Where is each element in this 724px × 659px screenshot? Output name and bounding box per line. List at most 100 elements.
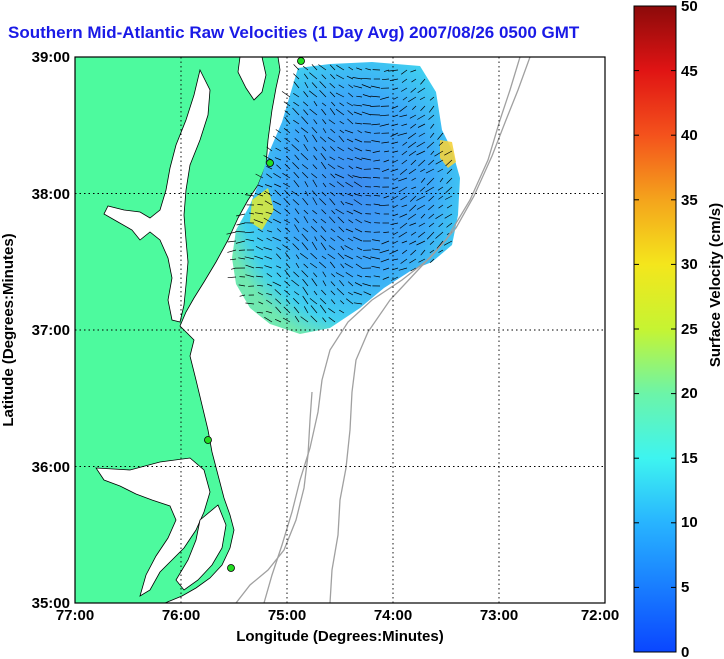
- velocity-vector: [336, 288, 345, 296]
- velocity-vector: [266, 146, 273, 152]
- velocity-vector: [284, 163, 291, 170]
- velocity-vector: [283, 101, 291, 107]
- velocity-vector: [361, 111, 372, 116]
- velocity-vector: [293, 119, 300, 125]
- velocity-vector: [284, 236, 291, 242]
- x-tick-label: 77:00: [56, 607, 94, 624]
- x-tick-label: 73:00: [480, 607, 518, 624]
- velocity-vector: [429, 249, 435, 254]
- velocity-vector: [322, 317, 327, 323]
- velocity-vector: [319, 298, 327, 305]
- velocity-vector: [382, 276, 390, 280]
- velocity-vector: [309, 72, 318, 80]
- velocity-vector: [428, 195, 435, 202]
- velocity-vector: [264, 200, 273, 206]
- velocity-vector: [357, 130, 363, 134]
- velocity-vector: [426, 177, 435, 186]
- velocity-vector: [438, 141, 444, 146]
- velocity-vector: [338, 135, 345, 143]
- velocity-vector: [374, 195, 381, 197]
- velocity-vector: [302, 286, 309, 296]
- velocity-vector: [401, 150, 408, 156]
- velocity-vector: [362, 255, 372, 260]
- velocity-vector: [318, 64, 327, 71]
- velocity-vector: [264, 265, 273, 269]
- velocity-vector: [347, 110, 354, 116]
- velocity-vector: [328, 308, 336, 314]
- velocity-vector: [301, 172, 309, 179]
- velocity-vector: [276, 272, 282, 278]
- velocity-vector: [398, 231, 408, 238]
- velocity-vector: [293, 73, 300, 80]
- velocity-vector: [429, 258, 435, 263]
- velocity-vector: [346, 75, 354, 80]
- velocity-vector: [227, 276, 237, 279]
- pamlico-sound: [175, 504, 227, 591]
- velocity-vector: [314, 236, 318, 242]
- x-tick-label: 75:00: [268, 607, 306, 624]
- velocity-vector: [245, 274, 255, 278]
- velocity-vector: [397, 132, 408, 136]
- velocity-vector: [416, 204, 426, 210]
- velocity-vector: [416, 240, 426, 246]
- velocity-vector: [402, 96, 408, 101]
- colorbar-tick-label: 30: [681, 256, 698, 273]
- velocity-vector: [407, 213, 417, 220]
- velocity-vector: [400, 69, 408, 75]
- velocity-vector: [319, 81, 327, 89]
- velocity-vector: [284, 137, 291, 143]
- velocity-vector: [370, 256, 381, 260]
- velocity-vector: [348, 219, 354, 224]
- grid-lines: [75, 57, 605, 603]
- velocity-vector: [313, 155, 318, 161]
- velocity-vectors: [226, 64, 453, 323]
- velocity-vector: [294, 217, 300, 224]
- velocity-vector: [438, 204, 444, 209]
- velocity-vector: [407, 132, 417, 139]
- velocity-vector: [380, 258, 390, 263]
- velocity-vector: [347, 237, 354, 242]
- colorbar-tick-label: 5: [681, 579, 689, 596]
- velocity-vector: [392, 240, 399, 245]
- velocity-vector: [313, 119, 318, 125]
- velocity-vector: [320, 161, 327, 170]
- velocity-vector: [345, 272, 354, 278]
- velocity-vector: [370, 85, 381, 89]
- velocity-vector: [352, 175, 363, 179]
- velocity-vector: [301, 116, 309, 125]
- velocity-vector: [380, 96, 390, 100]
- velocity-vector: [353, 236, 363, 242]
- velocity-vector: [319, 89, 327, 98]
- velocity-vector: [409, 222, 417, 226]
- velocity-vector: [239, 294, 246, 297]
- velocity-vector: [383, 69, 390, 72]
- velocity-vector: [381, 240, 390, 245]
- velocity-vector: [330, 290, 336, 296]
- velocity-vector: [305, 190, 309, 197]
- velocity-vector: [446, 204, 453, 209]
- velocity-vector: [256, 237, 264, 242]
- velocity-vector: [319, 304, 327, 314]
- velocity-vector: [255, 266, 264, 269]
- velocity-vector: [335, 208, 345, 215]
- velocity-vector: [274, 318, 282, 323]
- velocity-vector: [417, 87, 426, 93]
- velocity-vector: [339, 129, 345, 134]
- velocity-vector: [409, 195, 417, 202]
- velocity-vector: [304, 181, 309, 188]
- velocity-vector: [272, 236, 282, 242]
- velocity-vector: [348, 291, 354, 296]
- velocity-vector: [430, 150, 435, 156]
- velocity-vector: [309, 108, 318, 116]
- velocity-vector: [339, 280, 345, 287]
- velocity-vector: [275, 298, 282, 305]
- velocity-vector: [353, 302, 363, 305]
- velocity-vector: [362, 177, 372, 179]
- velocity-vector: [303, 263, 309, 269]
- velocity-vector: [254, 255, 264, 260]
- velocity-vector: [344, 254, 354, 260]
- velocity-vector: [371, 140, 381, 143]
- velocity-vector: [312, 210, 318, 215]
- albemarle-sound: [95, 457, 211, 597]
- velocity-vector: [337, 165, 345, 170]
